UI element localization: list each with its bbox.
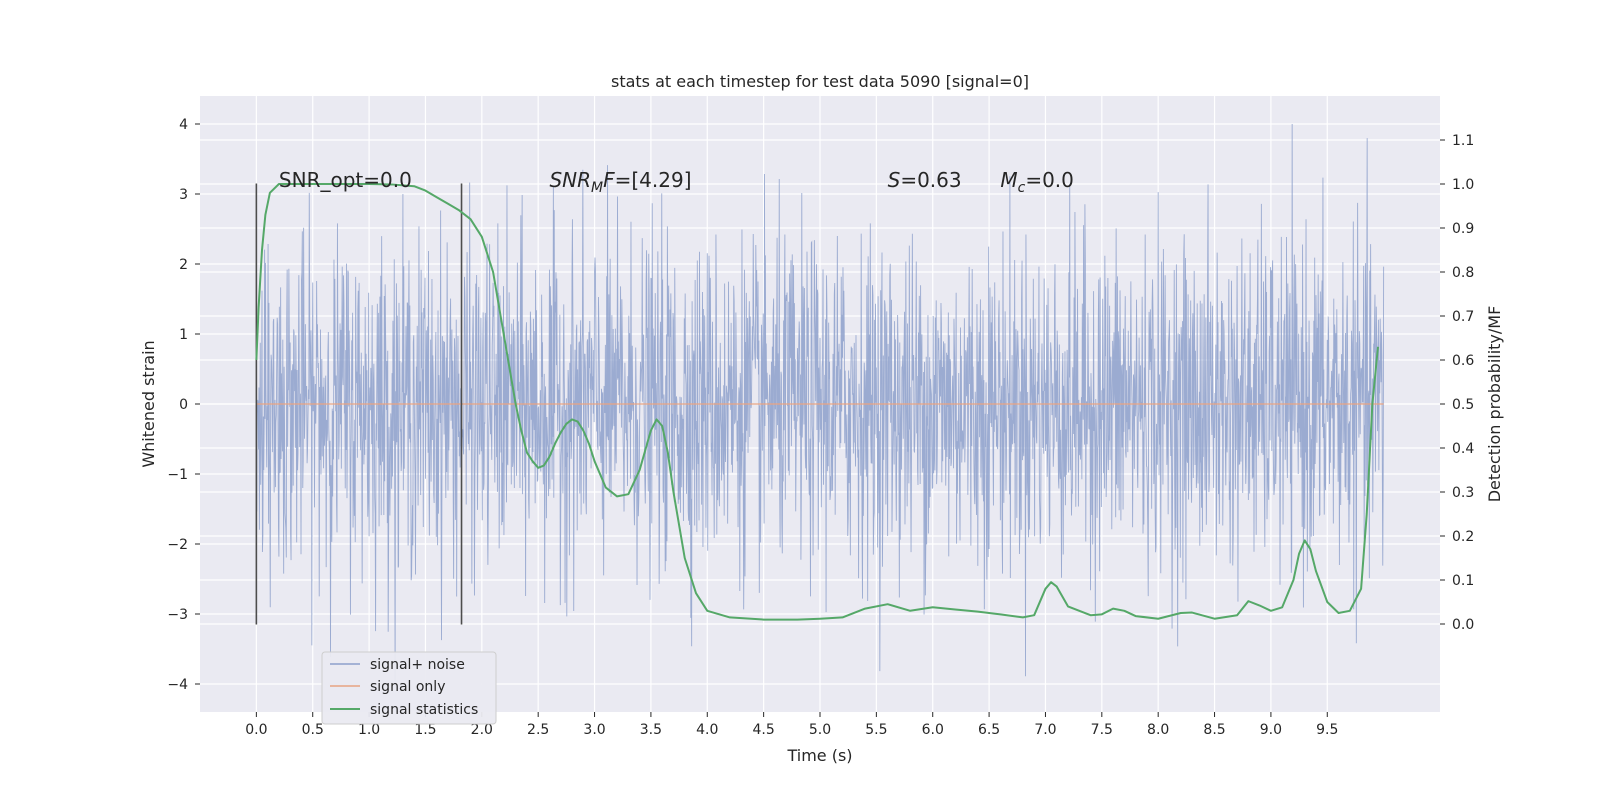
- x-tick-label: 7.5: [1091, 722, 1113, 738]
- y2-axis-ticks: 0.0 0.1 0.2 0.3 0.4 0.5 0.6 0.7 0.8 0.9 1.0 1.1: [1440, 133, 1474, 633]
- y2-tick-label: 0.2: [1452, 529, 1474, 545]
- x-axis-label: Time (s): [786, 746, 852, 765]
- chart-title: stats at each timestep for test data 509…: [611, 72, 1029, 91]
- x-tick-label: 3.0: [583, 722, 605, 738]
- statistics-trace: [255, 183, 1379, 621]
- x-tick-label: 4.5: [753, 722, 775, 738]
- x-tick-label: 5.0: [809, 722, 831, 738]
- x-tick-label: 5.5: [865, 722, 887, 738]
- x-tick-label: 2.0: [471, 722, 493, 738]
- x-tick-label: 0.0: [245, 722, 267, 738]
- y2-tick-label: 0.9: [1452, 221, 1474, 237]
- x-tick-label: 9.0: [1260, 722, 1282, 738]
- noise-trace: [255, 123, 1385, 688]
- y2-tick-label: 0.4: [1452, 441, 1474, 457]
- x-tick-label: 3.5: [640, 722, 662, 738]
- y2-tick-label: 0.3: [1452, 485, 1474, 501]
- y-tick-label: 3: [179, 187, 188, 203]
- y2-axis-label: Detection probability/MF: [1485, 306, 1504, 503]
- x-tick-label: 1.0: [358, 722, 380, 738]
- legend-label-signal-statistics: signal statistics: [370, 702, 478, 718]
- annotation: SNR_opt=0.0: [279, 168, 412, 192]
- y-tick-label: −4: [167, 677, 188, 693]
- y2-tick-label: 0.1: [1452, 573, 1474, 589]
- x-tick-label: 8.0: [1147, 722, 1169, 738]
- y2-tick-label: 0.6: [1452, 353, 1474, 369]
- series-signal-statistics: [255, 183, 1379, 621]
- x-tick-label: 4.0: [696, 722, 718, 738]
- y-tick-label: 2: [179, 257, 188, 273]
- y-tick-label: −2: [167, 537, 188, 553]
- vertical-markers: [255, 183, 463, 625]
- y-tick-label: 1: [179, 327, 188, 343]
- y-axis-ticks: −4 −3 −2 −1 0 1 2 3 4: [167, 117, 200, 693]
- y2-tick-label: 1.0: [1452, 177, 1474, 193]
- y2-tick-label: 0.7: [1452, 309, 1474, 325]
- x-tick-label: 7.0: [1034, 722, 1056, 738]
- y2-tick-label: 1.1: [1452, 133, 1474, 149]
- x-tick-label: 6.0: [922, 722, 944, 738]
- y-tick-label: −1: [167, 467, 188, 483]
- x-tick-label: 0.5: [302, 722, 324, 738]
- series-signal-plus-noise: [255, 123, 1385, 688]
- legend-label-signal-noise: signal+ noise: [370, 657, 465, 673]
- x-tick-label: 9.5: [1316, 722, 1338, 738]
- y-tick-label: 0: [179, 397, 188, 413]
- legend-box: [321, 651, 497, 725]
- x-tick-label: 6.5: [978, 722, 1000, 738]
- x-tick-label: 1.5: [414, 722, 436, 738]
- legend: signal+ noise signal only signal statist…: [321, 651, 497, 725]
- legend-label-signal-only: signal only: [370, 679, 445, 695]
- y-tick-label: 4: [179, 117, 188, 133]
- x-axis-ticks: 0.0 0.5 1.0 1.5 2.0 2.5 3.0 3.5 4.0 4.5 5.0 5.5 6.0 6…: [245, 712, 1338, 738]
- y-tick-label: −3: [167, 607, 188, 623]
- y2-tick-label: 0.8: [1452, 265, 1474, 281]
- annotation: SNRMF=[4.29]: [549, 168, 691, 196]
- y2-tick-label: 0.5: [1452, 397, 1474, 413]
- annotations: SNR_opt=0.0 SNRMF=[4.29] S=0.63 Mc=0.0: [279, 168, 1074, 196]
- x-tick-label: 2.5: [527, 722, 549, 738]
- annotation: Mc=0.0: [1000, 168, 1074, 196]
- y2-tick-label: 0.0: [1452, 617, 1474, 633]
- annotation: S=0.63: [888, 168, 962, 192]
- x-tick-label: 8.5: [1203, 722, 1225, 738]
- y-axis-label: Whitened strain: [139, 340, 158, 467]
